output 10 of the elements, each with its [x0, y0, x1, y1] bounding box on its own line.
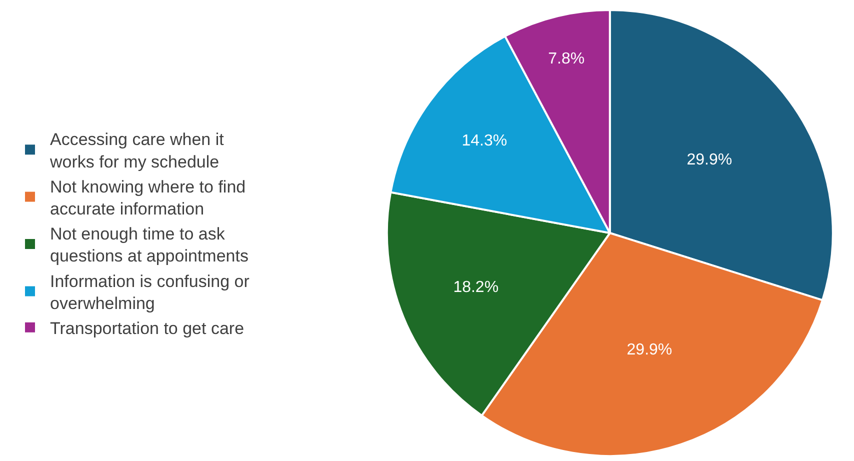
- legend-label: Accessing care when it works for my schedule: [49, 130, 224, 172]
- data-label: 14.3%: [462, 132, 508, 150]
- legend-label: Information is confusing or overwhelming: [50, 272, 250, 313]
- legend-label: Transportation to get care: [50, 318, 244, 338]
- data-label: 29.9%: [626, 341, 672, 358]
- data-label: 18.2%: [453, 279, 499, 296]
- data-label: 7.8%: [548, 50, 585, 68]
- legend-label: Not enough time to ask questions at appointments: [50, 224, 248, 266]
- data-label: 29.9%: [686, 152, 732, 169]
- legend-label: Not knowing where to find accurate information: [50, 177, 246, 218]
